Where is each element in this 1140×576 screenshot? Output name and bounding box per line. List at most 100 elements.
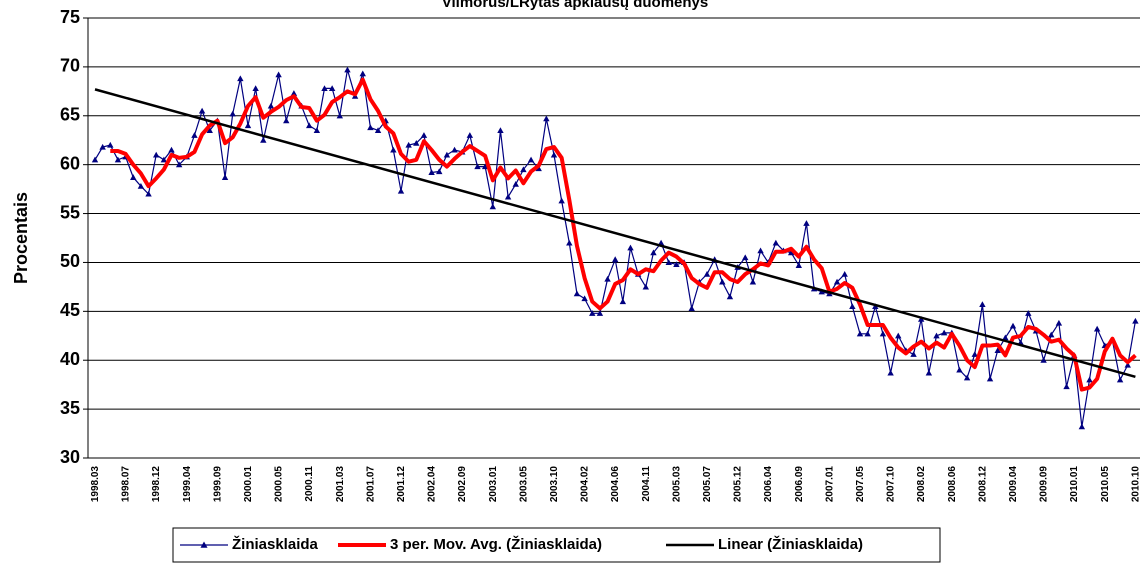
y-tick-label: 55 — [60, 202, 80, 222]
x-tick-label: 1998.07 — [121, 466, 132, 503]
y-tick-label: 75 — [60, 7, 80, 27]
data-point — [910, 351, 917, 357]
x-tick-label: 2010.05 — [1100, 466, 1111, 503]
x-tick-label: 1999.09 — [212, 466, 223, 503]
x-tick-label: 2007.05 — [855, 466, 866, 503]
data-point — [283, 117, 290, 124]
data-point — [244, 122, 252, 129]
data-point — [841, 270, 848, 277]
data-point — [1078, 423, 1086, 430]
data-point — [673, 261, 680, 267]
data-point — [359, 70, 366, 77]
x-tick-label: 2008.02 — [916, 466, 927, 503]
data-point — [558, 197, 565, 204]
data-point — [260, 137, 267, 143]
data-point — [1025, 310, 1032, 316]
data-point — [474, 163, 481, 170]
x-tick-label: 2001.12 — [396, 466, 407, 503]
data-point — [512, 181, 519, 187]
legend-label: Linear (Žiniasklaida) — [718, 535, 863, 553]
data-point — [895, 332, 902, 339]
data-point — [321, 85, 328, 91]
data-point — [413, 139, 420, 146]
data-point — [420, 132, 428, 138]
plot-area — [87, 17, 1140, 459]
x-tick-label: 2001.07 — [365, 466, 376, 503]
x-tick-label: 2002.09 — [457, 466, 468, 503]
y-tick-label: 60 — [60, 153, 80, 173]
data-point — [933, 332, 940, 339]
x-tick-label: 2007.10 — [886, 466, 897, 503]
data-point — [527, 156, 535, 163]
data-point — [107, 141, 114, 148]
data-point — [581, 295, 588, 302]
x-tick-label: 2008.12 — [977, 466, 988, 503]
data-point — [566, 239, 573, 246]
trend-line — [94, 88, 1136, 379]
data-point — [275, 71, 282, 78]
data-point — [657, 239, 665, 246]
data-point — [374, 127, 382, 134]
x-tick-label: 1998.03 — [90, 466, 101, 503]
x-tick-label: 1998.12 — [151, 466, 162, 503]
x-tick-label: 2009.09 — [1039, 466, 1050, 503]
chart-title: Vilmorus/LRytas apklausų duomenys — [442, 0, 708, 11]
data-point — [940, 329, 948, 336]
x-tick-label: 2003.05 — [518, 466, 529, 503]
data-point — [367, 124, 374, 131]
data-point — [543, 115, 550, 122]
data-point — [168, 146, 175, 153]
data-point — [994, 347, 1001, 354]
moving-average-line — [110, 77, 1137, 392]
data-point — [1132, 317, 1139, 324]
data-point — [772, 239, 780, 246]
data-point — [145, 190, 152, 197]
data-point — [153, 151, 160, 158]
data-point — [267, 102, 275, 109]
data-point — [803, 220, 810, 226]
data-point — [963, 374, 971, 381]
data-point — [504, 193, 512, 200]
data-point — [1009, 322, 1017, 329]
data-point — [619, 298, 627, 305]
x-tick-label: 2004.06 — [610, 466, 621, 503]
data-point — [451, 146, 458, 153]
y-tick-label: 40 — [60, 349, 80, 369]
data-point — [191, 132, 198, 138]
data-point — [1086, 376, 1093, 383]
x-tick-label: 1999.04 — [182, 466, 193, 503]
data-point — [428, 169, 435, 176]
data-point — [726, 293, 734, 300]
data-point — [864, 330, 871, 337]
data-point — [757, 247, 764, 254]
x-tick-label: 2005.03 — [671, 466, 682, 503]
x-tick-label: 2001.03 — [335, 466, 346, 503]
x-tick-label: 2004.02 — [580, 466, 591, 503]
data-point — [612, 256, 619, 263]
data-point — [306, 122, 313, 129]
data-point — [856, 330, 864, 337]
y-tick-label: 50 — [60, 251, 80, 271]
data-point — [229, 110, 236, 117]
data-point — [573, 290, 581, 297]
data-point — [221, 174, 229, 180]
data-point — [833, 278, 841, 285]
data-point — [1116, 376, 1124, 383]
x-tick-label: 2005.07 — [702, 466, 713, 503]
data-point — [114, 156, 122, 163]
data-point — [336, 112, 343, 119]
x-tick-label: 2004.11 — [641, 466, 652, 502]
x-tick-label: 2000.05 — [274, 466, 285, 503]
x-tick-label: 2003.10 — [549, 466, 560, 503]
data-point — [925, 369, 933, 376]
x-tick-label: 2005.12 — [733, 466, 744, 503]
data-point — [313, 127, 321, 134]
x-tick-label: 2006.09 — [794, 466, 805, 503]
data-point — [703, 270, 711, 277]
x-tick-label: 2010.10 — [1130, 466, 1140, 503]
data-point — [956, 366, 963, 373]
x-tick-label: 2002.04 — [427, 466, 438, 503]
data-point — [1093, 325, 1101, 332]
data-point — [290, 90, 298, 96]
